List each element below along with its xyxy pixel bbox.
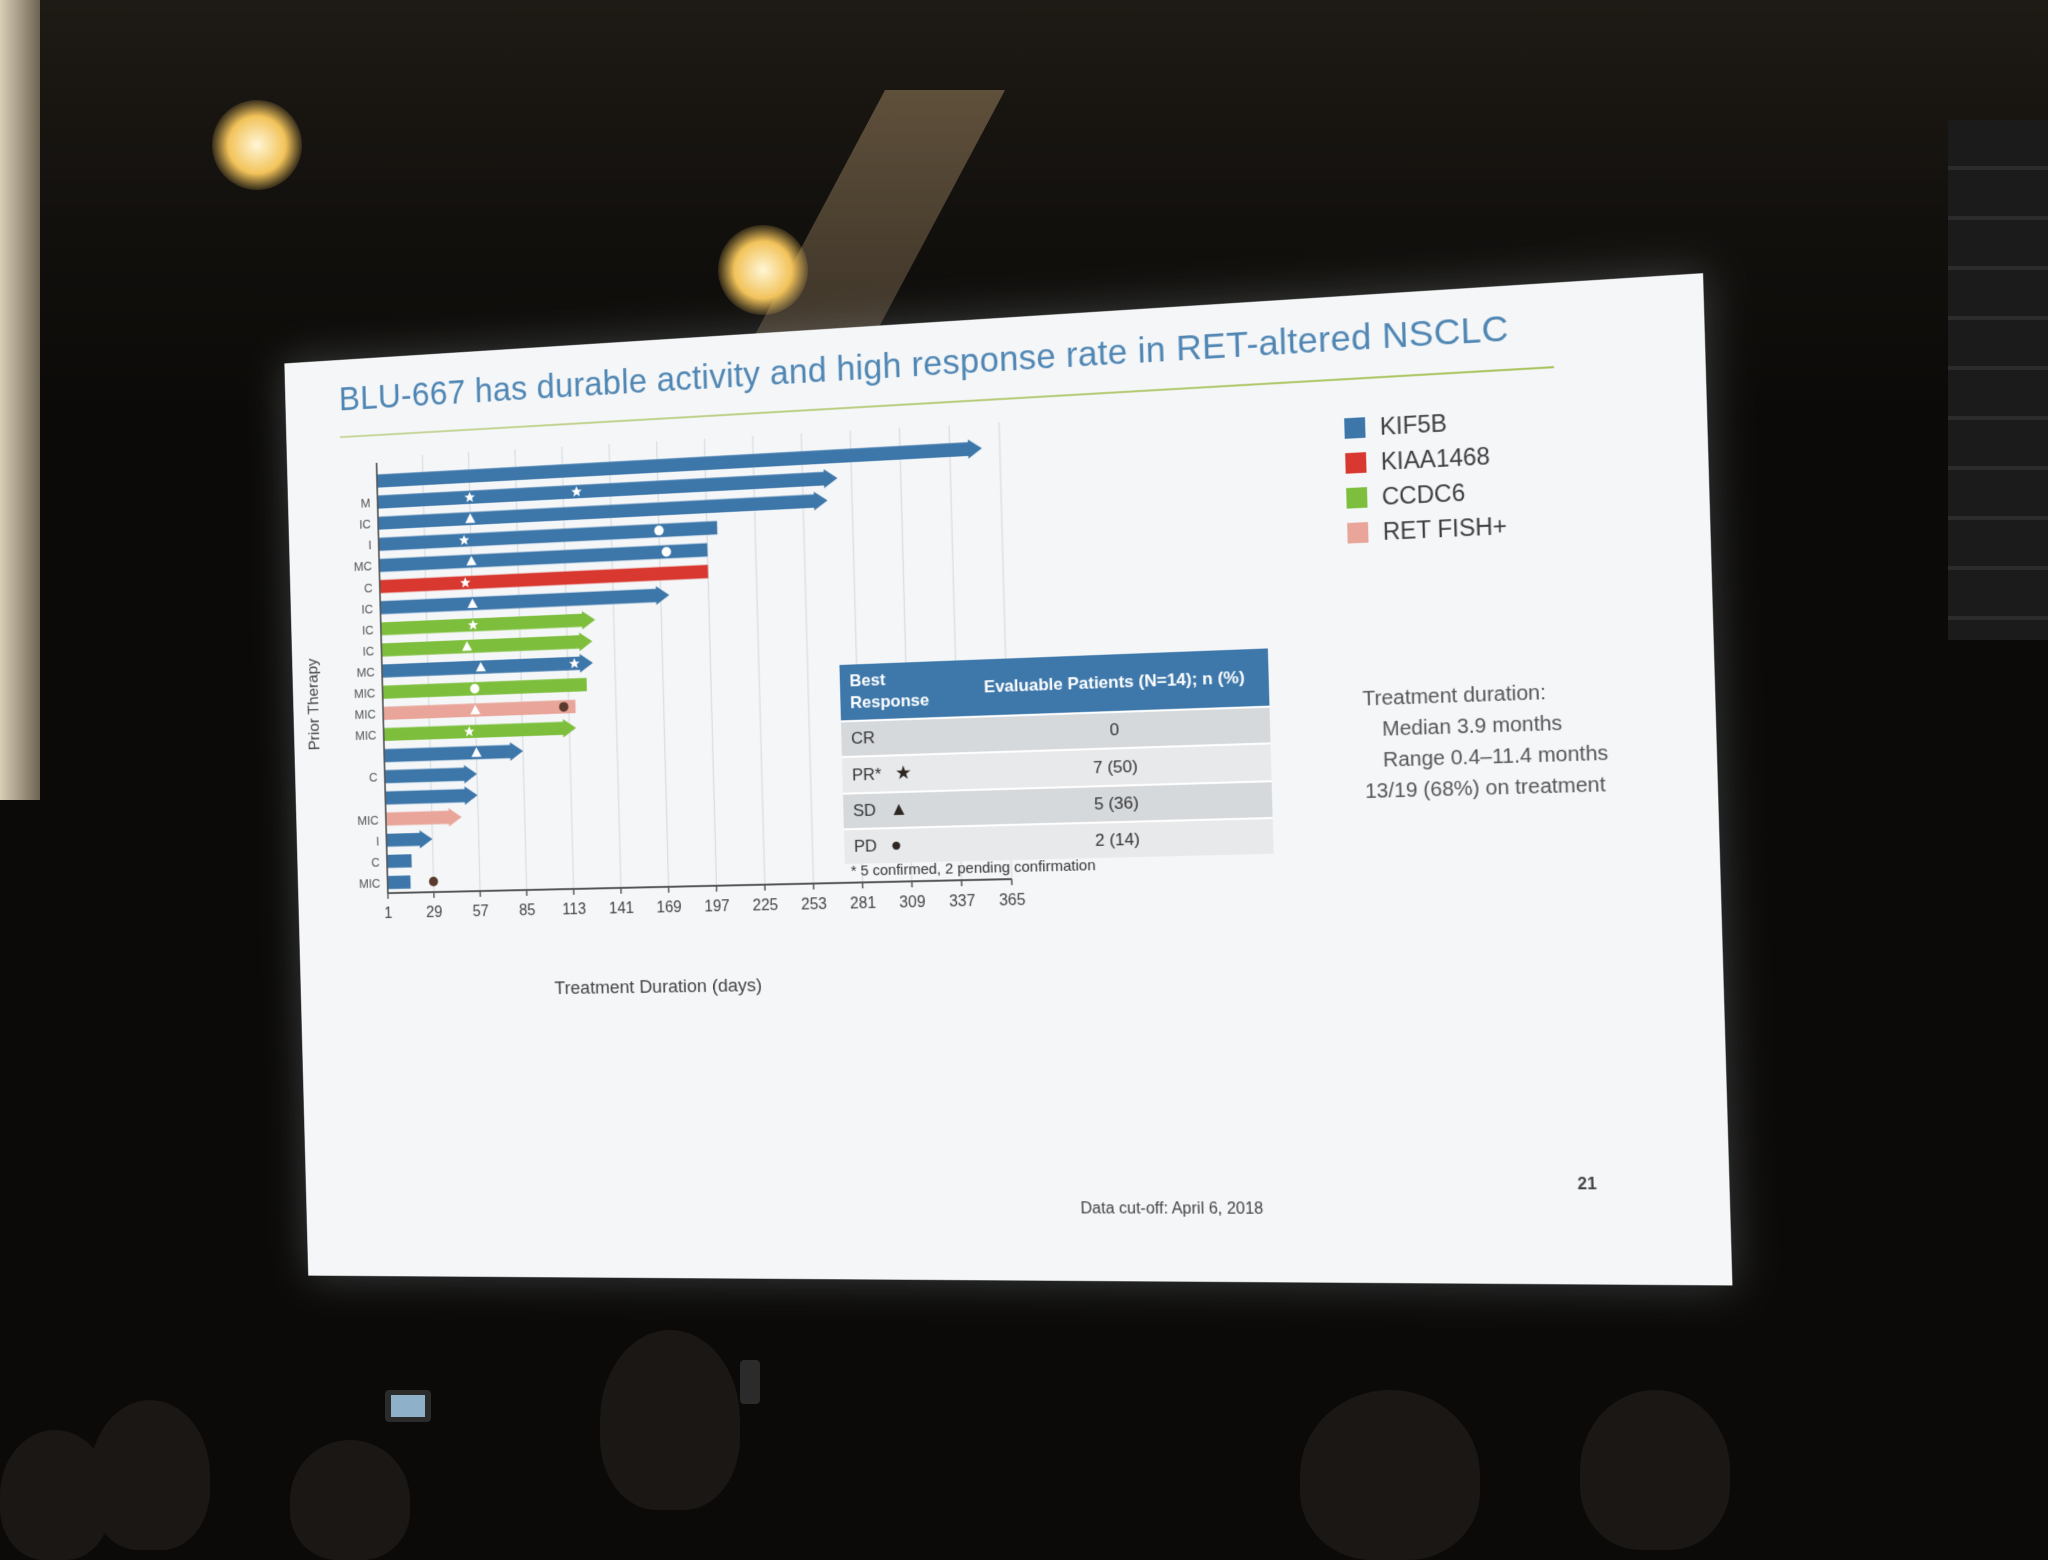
prior-therapy-label: C [364, 581, 373, 595]
bar-arrow [381, 632, 592, 659]
response-cell: PD ● [844, 826, 966, 864]
x-tick-label: 337 [949, 892, 976, 910]
bar-arrow [382, 653, 593, 680]
audience [0, 1300, 2048, 1536]
response-cell: SD ▲ [843, 790, 965, 829]
data-cutoff: Data cut-off: April 6, 2018 [1080, 1200, 1263, 1219]
duration-on-treatment: 13/19 (68%) on treatment [1365, 769, 1610, 807]
prior-therapy-label: I [368, 539, 372, 553]
response-label: PD [854, 836, 877, 855]
bar [387, 854, 412, 868]
phone [740, 1360, 760, 1404]
x-tick-label: 57 [472, 903, 489, 920]
slide-number: 21 [1577, 1176, 1597, 1195]
patients-cell: 2 (14) [965, 818, 1274, 861]
prior-therapy-label: IC [361, 602, 373, 616]
bar-arrow [383, 719, 576, 744]
x-tick-label: 1 [384, 905, 392, 922]
audience-head [1300, 1390, 1480, 1560]
bar-arrow [381, 610, 596, 638]
audience-head [1580, 1390, 1730, 1550]
legend-swatch [1347, 522, 1368, 544]
response-label: CR [851, 728, 875, 748]
speaker [1948, 120, 2048, 640]
x-axis-line [388, 879, 1012, 893]
legend-swatch [1346, 487, 1367, 509]
prior-therapy-label: C [371, 855, 380, 869]
legend-swatch [1344, 417, 1365, 439]
ceiling-lamp [718, 225, 808, 315]
audience-head [600, 1330, 740, 1510]
prior-therapy-label: IC [362, 623, 374, 637]
legend-swatch [1345, 452, 1366, 474]
prior-therapy-label: MC [354, 560, 373, 575]
treatment-duration-summary: Treatment duration: Median 3.9 months Ra… [1362, 675, 1609, 807]
bar [382, 678, 587, 699]
prior-therapy-label: MIC [357, 813, 379, 827]
x-tick-label: 253 [801, 896, 827, 914]
triangle-icon: ▲ [889, 799, 908, 821]
star-icon: ★ [895, 762, 912, 785]
prior-therapy-label: MIC [354, 708, 376, 723]
projection-screen: BLU-667 has durable activity and high re… [284, 273, 1732, 1285]
bar [383, 700, 576, 720]
x-tick-label: 197 [704, 898, 730, 916]
legend-item: RET FISH+ [1347, 508, 1508, 551]
prior-therapy-label: IC [359, 518, 371, 532]
table-header-patients: Evaluable Patients (N=14); n (%) [960, 648, 1269, 717]
x-tick-label: 141 [609, 900, 634, 918]
ceiling-lamp [212, 100, 302, 190]
dot-marker [429, 877, 438, 887]
x-tick-label: 365 [999, 891, 1026, 909]
response-cell: CR [841, 717, 963, 757]
legend-label: RET FISH+ [1382, 512, 1507, 546]
audience-head [290, 1440, 410, 1560]
prior-therapy-label: I [376, 834, 380, 848]
phone [385, 1390, 431, 1422]
response-cell: PR* ★ [842, 753, 964, 793]
audience-head [90, 1400, 210, 1550]
legend-label: KIF5B [1379, 409, 1447, 440]
bar-arrow [386, 808, 462, 829]
response-label: SD [853, 801, 876, 820]
y-axis-title: Prior Therapy [305, 658, 323, 751]
x-tick-label: 113 [562, 901, 586, 919]
response-label: PR* [852, 765, 882, 785]
prior-therapy-label: MIC [355, 729, 377, 744]
prior-therapy-label: C [369, 771, 378, 785]
legend-label: KIAA1468 [1380, 442, 1490, 476]
x-tick-label: 169 [656, 899, 682, 917]
x-tick-label: 29 [426, 904, 443, 921]
circle-icon: ● [890, 835, 902, 857]
legend-label: CCDC6 [1381, 479, 1465, 511]
response-table: Best Response Evaluable Patients (N=14);… [839, 648, 1273, 864]
bar [387, 875, 410, 889]
bar-arrow [386, 830, 432, 850]
prior-therapy-label: M [360, 496, 370, 510]
wall [0, 0, 40, 800]
x-tick-label: 225 [752, 897, 778, 915]
legend: KIF5BKIAA1468CCDC6RET FISH+ [1344, 402, 1508, 550]
x-tick-label: 281 [850, 895, 876, 913]
x-axis-title: Treatment Duration (days) [554, 974, 762, 998]
x-tick-label: 309 [899, 894, 926, 912]
x-tick-label: 85 [519, 902, 536, 919]
prior-therapy-label: MIC [359, 877, 381, 891]
prior-therapy-label: MIC [354, 686, 376, 701]
prior-therapy-label: IC [362, 644, 374, 658]
table-header-response: Best Response [839, 660, 961, 721]
prior-therapy-label: MC [356, 665, 375, 680]
bar-arrow [384, 742, 523, 765]
phone-screen [391, 1395, 425, 1417]
